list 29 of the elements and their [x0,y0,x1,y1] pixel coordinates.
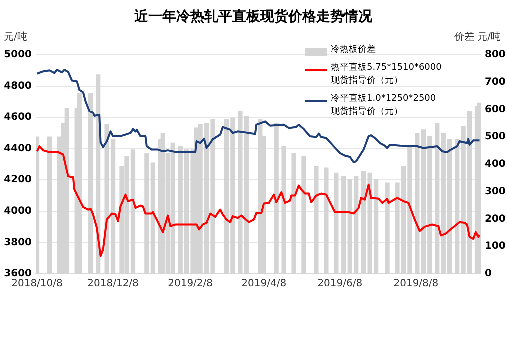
y2-tick-label: 0 [485,268,492,280]
x-tick-label: 2019/6/8 [318,278,363,290]
x-tick-label: 2018/10/8 [12,278,63,290]
chart-title: 近一年冷热轧平直板现货价格走势情况 [134,8,374,26]
legend-label: 热平直板5.75*1510*6000 现货指导价（元） [331,62,442,88]
x-tick-label: 2019/2/8 [168,278,214,290]
y-tick-label: 4400 [4,143,32,154]
y2-tick-label: 100 [485,241,506,252]
y-tick-label: 4800 [4,80,32,92]
y2-tick-label: 700 [485,76,506,88]
y2-tick-label: 300 [485,186,506,198]
legend-label: 冷热板价差 [331,44,376,57]
y2-tick-label: 500 [485,132,506,143]
x-tick-label: 2019/8/8 [394,278,439,290]
y2-tick-label: 600 [485,104,506,116]
y-tick-label: 4000 [4,206,32,218]
y-tick-label: 3800 [4,237,32,248]
y-tick-label: 3600 [4,268,32,280]
y-tick-label: 4200 [4,174,32,186]
y-tick-label: 4600 [4,112,32,124]
y2-tick-label: 800 [485,50,506,61]
y-tick-label: 5000 [4,50,32,61]
y2-tick-label: 200 [485,214,506,225]
y2-tick-label: 400 [485,159,506,170]
legend-label: 冷平直板1.0*1250*2500 现货指导价（元） [331,93,436,119]
y2-axis-title: 价差 元/吨 [454,30,501,44]
y-axis-title: 元/吨 [4,30,28,44]
x-tick-label: 2019/4/8 [242,278,287,290]
x-tick-label: 2018/12/8 [88,278,139,290]
